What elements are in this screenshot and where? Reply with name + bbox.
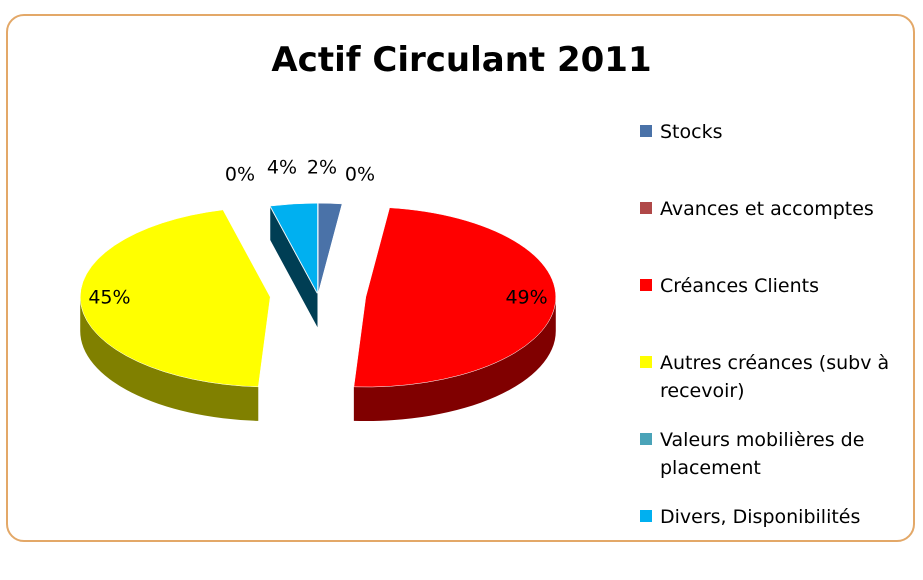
legend-item: Divers, Disponibilités: [640, 503, 915, 580]
data-label: 4%: [267, 157, 297, 179]
slice-side: [80, 297, 259, 421]
pie-chart: 2% 0% 49% 45% 0% 4%: [79, 157, 557, 422]
legend-swatch: [640, 433, 652, 445]
legend-label: Stocks: [660, 121, 723, 143]
data-label: 2%: [307, 157, 337, 179]
legend-item: Valeurs mobilières de placement: [640, 426, 915, 503]
legend-swatch: [640, 510, 652, 522]
data-label: 0%: [345, 164, 375, 186]
legend-swatch: [640, 202, 652, 214]
legend-item: Créances Clients: [640, 272, 915, 349]
legend-label: Avances et accomptes: [660, 198, 874, 220]
chart-title: Actif Circulant 2011: [271, 40, 652, 80]
slice-cut: [270, 206, 318, 328]
slice: [269, 202, 318, 294]
legend-swatch: [640, 125, 652, 137]
legend-label: Créances Clients: [660, 275, 820, 297]
legend-label: Valeurs mobilières de placement: [660, 429, 865, 479]
legend-label: Divers, Disponibilités: [660, 506, 861, 528]
legend-item: Avances et accomptes: [640, 195, 915, 272]
slice: [353, 207, 557, 388]
slice: [318, 203, 343, 294]
legend-item: Autres créances (subv à recevoir): [640, 349, 915, 426]
slice-side: [353, 297, 556, 422]
data-label: 0%: [225, 164, 255, 186]
slice: [318, 202, 343, 294]
legend-swatch: [640, 356, 652, 368]
legend: Stocks Avances et accomptes Créances Clien…: [640, 118, 915, 580]
legend-item: Stocks: [640, 118, 915, 195]
legend-swatch: [640, 279, 652, 291]
slice: [79, 209, 271, 388]
legend-label: Autres créances (subv à recevoir): [660, 352, 890, 402]
data-label: 45%: [88, 286, 130, 308]
data-label: 49%: [505, 286, 547, 308]
